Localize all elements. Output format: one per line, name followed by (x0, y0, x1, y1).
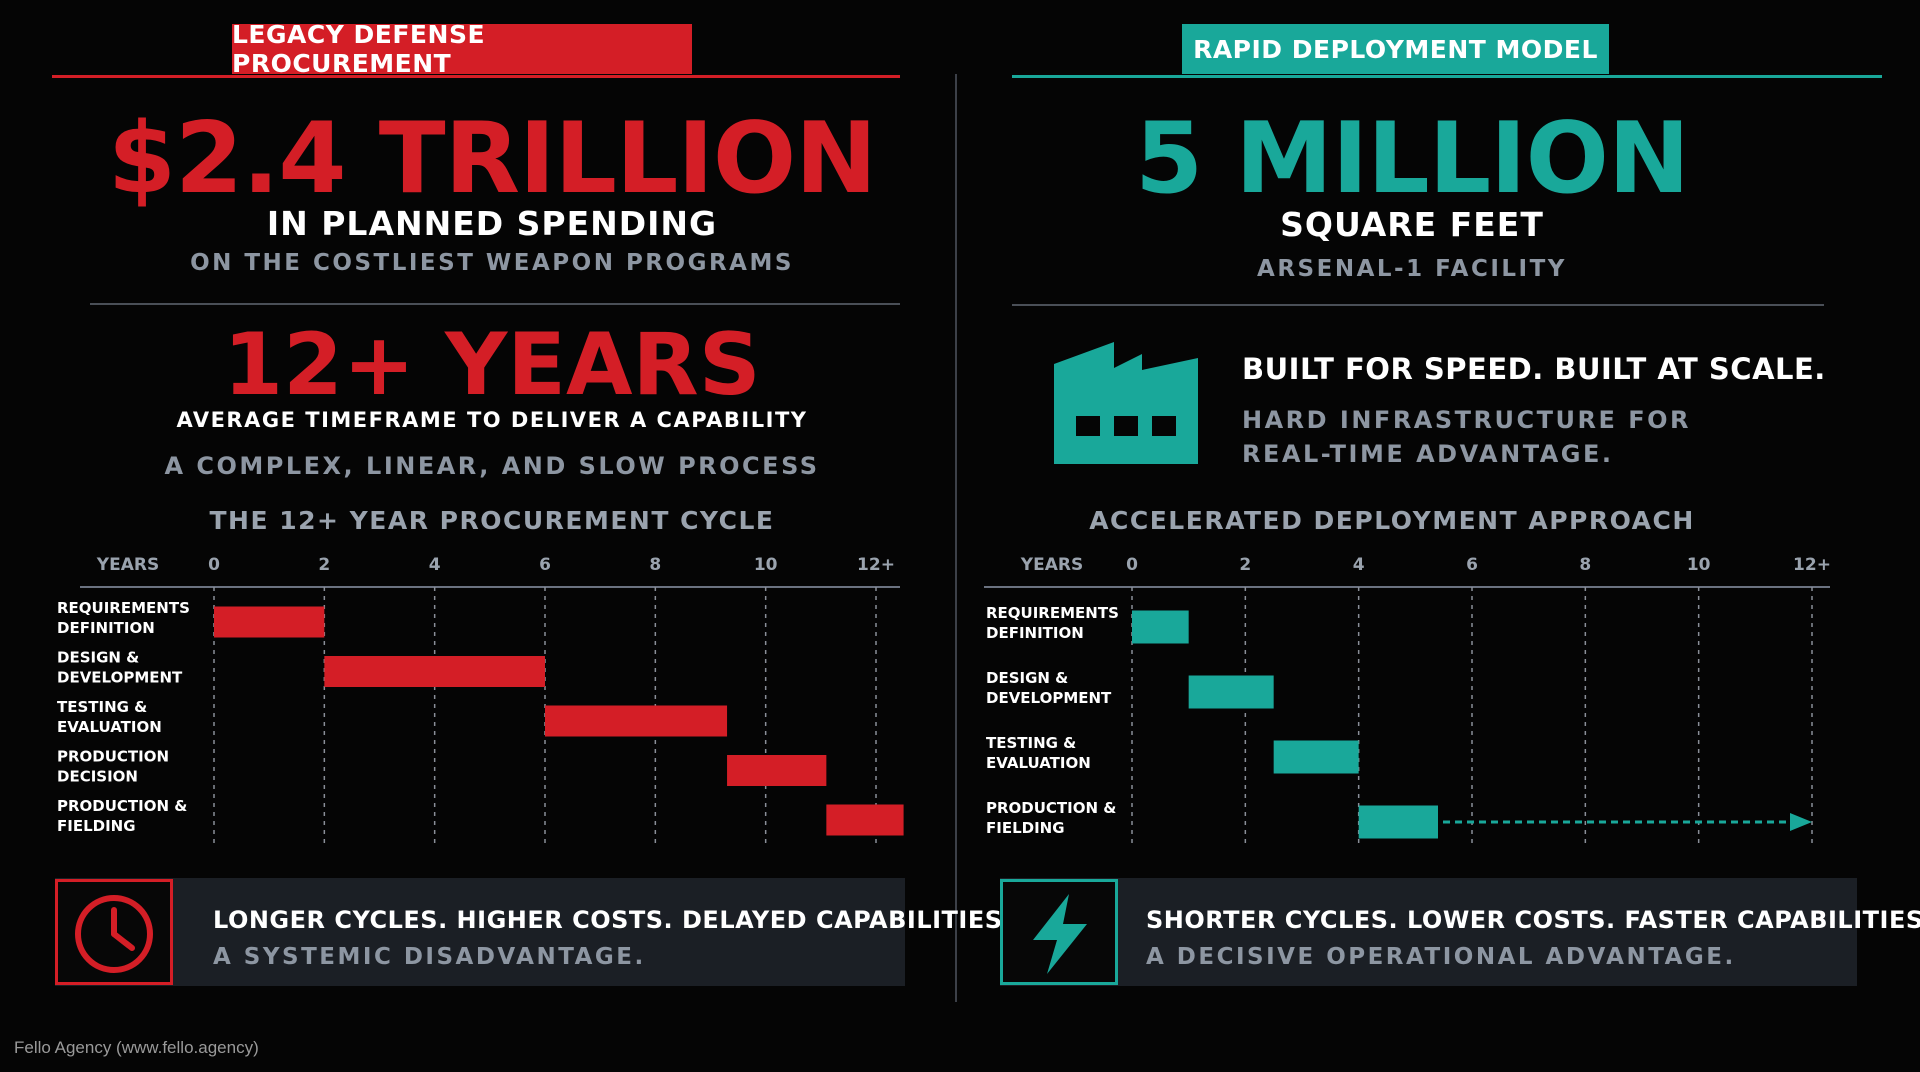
row-label: PRODUCTION & FIELDING (57, 797, 187, 835)
axis-label: YEARS (96, 555, 159, 575)
legacy-footer: LONGER CYCLES. HIGHER COSTS. DELAYED CAP… (55, 878, 1012, 986)
gantt-bar (727, 755, 827, 786)
rapid-banner: RAPID DEPLOYMENT MODEL (1182, 24, 1609, 74)
tick-label: 0 (208, 555, 220, 575)
legacy-footer-headline: LONGER CYCLES. HIGHER COSTS. DELAYED CAP… (213, 906, 1013, 934)
years-note: A COMPLEX, LINEAR, AND SLOW PROCESS (164, 452, 820, 480)
rapid-footer-note: A DECISIVE OPERATIONAL ADVANTAGE. (1146, 944, 1736, 970)
tick-label: 2 (318, 555, 330, 575)
tick-label: 4 (1353, 555, 1365, 575)
gantt-bar (1132, 610, 1189, 644)
legacy-header-rule (52, 75, 900, 78)
rapid-header-rule (1012, 75, 1882, 78)
facility-subtitle: SQUARE FEET (1280, 205, 1544, 244)
tick-label: 10 (754, 555, 778, 575)
gantt-bar (1358, 805, 1438, 839)
lightning-icon (1033, 894, 1087, 974)
tick-label: 12+ (1793, 555, 1831, 575)
factory-desc-line1: HARD INFRASTRUCTURE FOR (1242, 406, 1691, 434)
left-section-rule (90, 303, 900, 305)
row-label: DESIGN & DEVELOPMENT (986, 669, 1112, 707)
spending-note: ON THE COSTLIEST WEAPON PROGRAMS (190, 250, 794, 276)
years-headline: 12+ YEARS (223, 315, 761, 415)
gantt-bar (324, 656, 545, 687)
gantt-bar (826, 804, 904, 836)
tick-label: 6 (1466, 555, 1478, 575)
tick-label: 2 (1239, 555, 1251, 575)
row-label: REQUIREMENTS DEFINITION (986, 604, 1119, 642)
tick-label: 4 (429, 555, 441, 575)
tick-label: 10 (1687, 555, 1711, 575)
row-label: TESTING & EVALUATION (986, 734, 1091, 772)
spending-headline: $2.4 TRILLION (107, 102, 877, 216)
factory-icon (1054, 342, 1198, 464)
row-label: REQUIREMENTS DEFINITION (57, 599, 190, 637)
lightning-icon-box (1000, 879, 1118, 985)
rapid-chart-title: ACCELERATED DEPLOYMENT APPROACH (1089, 506, 1695, 535)
clock-icon (75, 895, 153, 973)
agency-credit: Fello Agency (www.fello.agency) (14, 1038, 259, 1057)
rapid-footer: SHORTER CYCLES. LOWER COSTS. FASTER CAPA… (1000, 878, 1920, 986)
legacy-footer-note: A SYSTEMIC DISADVANTAGE. (213, 944, 646, 970)
timeline-arrow-head (1790, 813, 1812, 831)
gantt-bar (545, 705, 728, 737)
legacy-chart-title: THE 12+ YEAR PROCUREMENT CYCLE (209, 506, 775, 535)
rapid-gantt-chart: YEARS 0 2 4 6 8 10 12+ REQUIREMENTS DEFINITION DES… (984, 555, 1831, 844)
row-label: TESTING & EVALUATION (57, 698, 162, 736)
row-label: DESIGN & DEVELOPMENT (57, 649, 183, 687)
years-subtitle: AVERAGE TIMEFRAME TO DELIVER A CAPABILIT… (176, 408, 808, 432)
factory-desc-line2: REAL-TIME ADVANTAGE. (1242, 440, 1614, 468)
rapid-footer-headline: SHORTER CYCLES. LOWER COSTS. FASTER CAPA… (1146, 906, 1920, 934)
facility-headline: 5 MILLION (1135, 102, 1690, 216)
tick-label: 12+ (857, 555, 895, 575)
right-section-rule (1012, 304, 1824, 306)
factory-title: BUILT FOR SPEED. BUILT AT SCALE. (1242, 352, 1826, 386)
tick-label: 8 (649, 555, 661, 575)
legacy-gantt-chart: YEARS 0 2 4 6 8 10 12+ REQUIREMENTS DEFINITION DES… (57, 555, 904, 844)
gantt-bar (214, 606, 325, 638)
axis-label: YEARS (1020, 555, 1083, 575)
spending-subtitle: IN PLANNED SPENDING (266, 204, 718, 243)
legacy-banner: LEGACY DEFENSE PROCUREMENT (232, 20, 692, 78)
facility-note: ARSENAL-1 FACILITY (1257, 256, 1567, 282)
gantt-bar (1273, 740, 1359, 774)
row-label: PRODUCTION & FIELDING (986, 799, 1116, 837)
tick-label: 0 (1126, 555, 1138, 575)
column-divider (955, 74, 957, 1002)
tick-label: 8 (1579, 555, 1591, 575)
gantt-bar (1188, 675, 1274, 709)
row-label: PRODUCTION DECISION (57, 748, 169, 786)
clock-icon-box (55, 879, 173, 985)
tick-label: 6 (539, 555, 551, 575)
